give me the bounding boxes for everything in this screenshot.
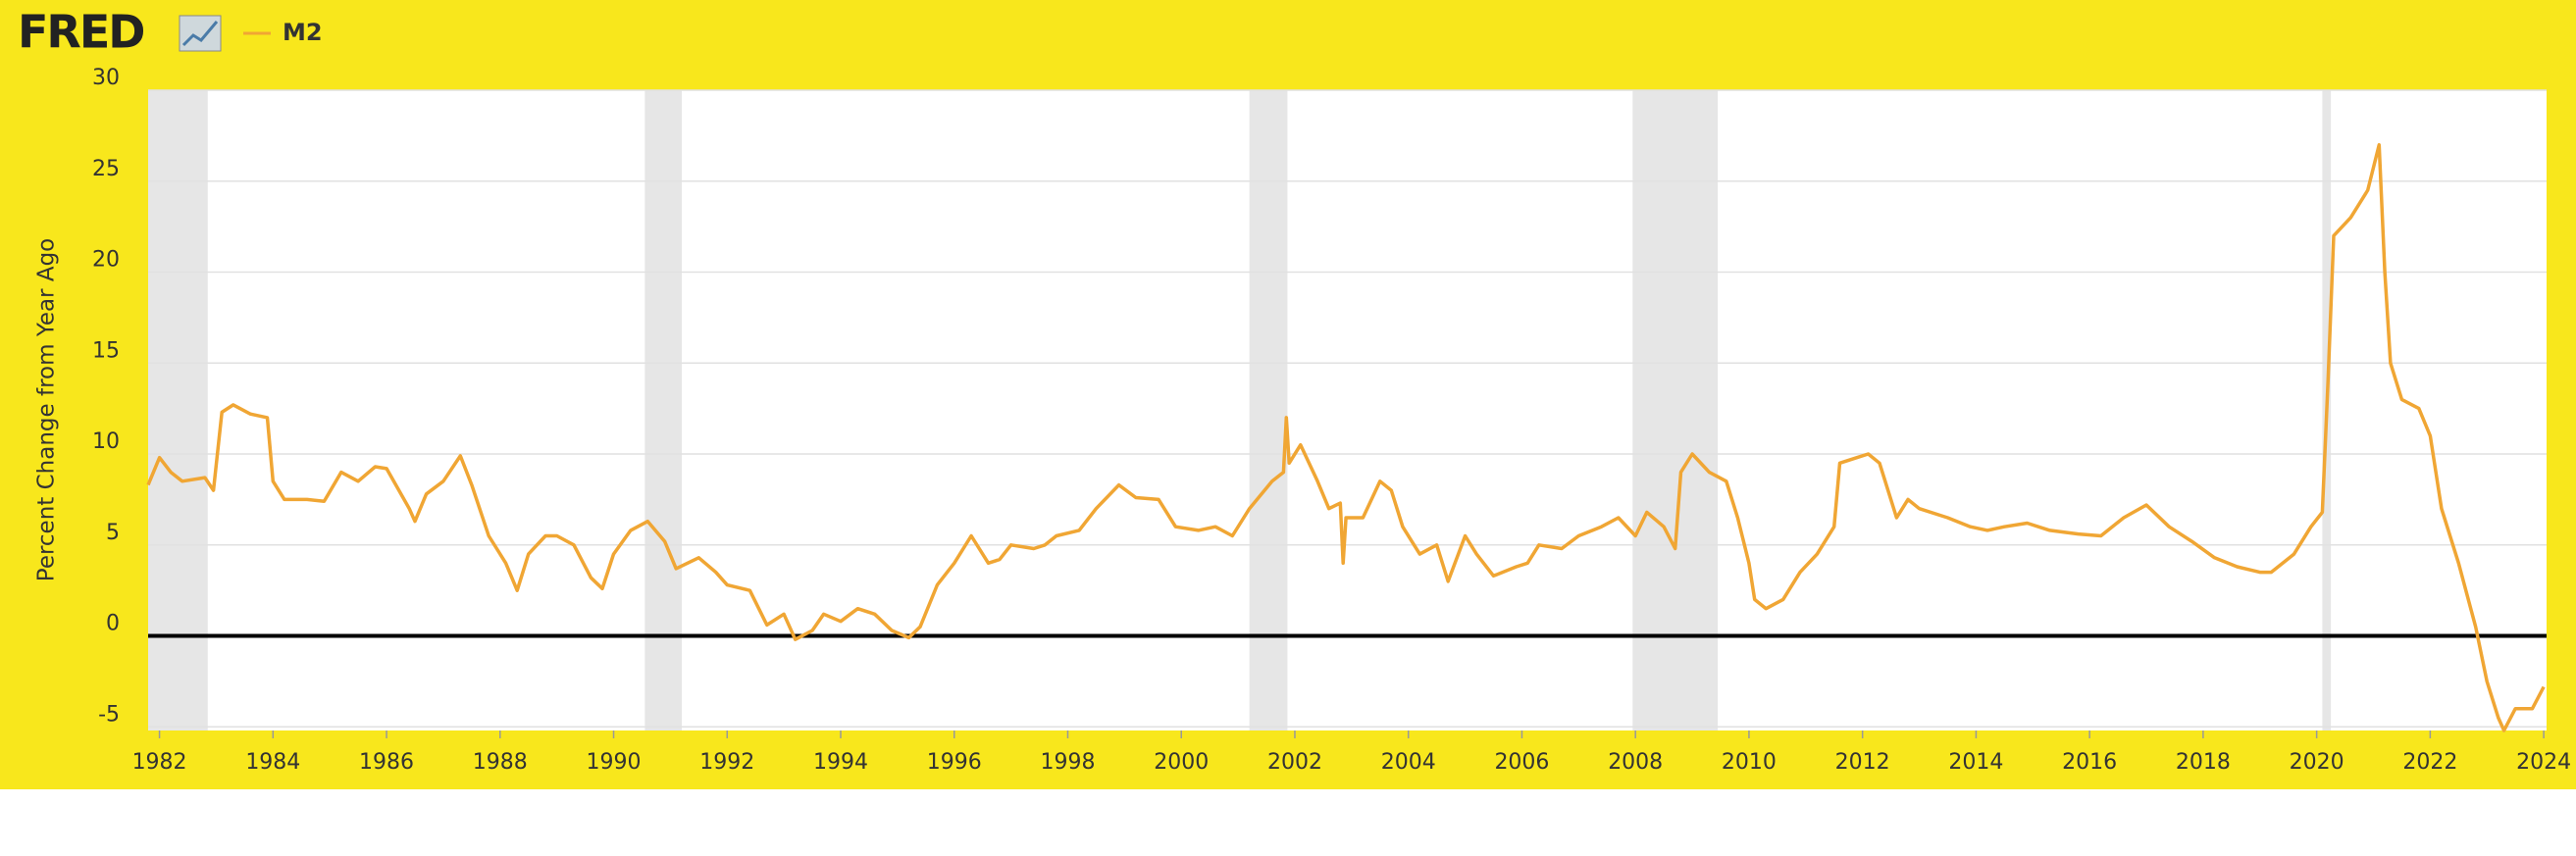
x-tick-label: 1998 [1040, 750, 1095, 775]
y-tick-label: 5 [106, 521, 120, 545]
x-tick-label: 2002 [1267, 750, 1322, 775]
plot-area [148, 90, 2547, 730]
x-tick-label: 2020 [2290, 750, 2344, 775]
x-tick-label: 2014 [1948, 750, 2003, 775]
x-tick-label: 2022 [2402, 750, 2457, 775]
x-tick-label: 1992 [699, 750, 754, 775]
x-tick-label: 2016 [2062, 750, 2117, 775]
y-tick-label: -5 [98, 702, 120, 727]
x-tick-label: 2010 [1722, 750, 1777, 775]
legend-label: M2 [283, 19, 323, 46]
x-tick-label: 2004 [1381, 750, 1436, 775]
x-tick-label: 2008 [1608, 750, 1663, 775]
y-tick-label: 30 [92, 66, 120, 90]
x-tick-label: 2012 [1835, 750, 1890, 775]
y-tick-label: 0 [106, 612, 120, 636]
x-tick-label: 1988 [473, 750, 528, 775]
recession-band [1249, 90, 1288, 730]
x-tick-label: 1996 [927, 750, 982, 775]
x-tick-label: 1986 [359, 750, 414, 775]
y-tick-label: 25 [92, 157, 120, 181]
x-tick-label: 1982 [132, 750, 187, 775]
x-tick-label: 1990 [587, 750, 642, 775]
y-tick-label: 15 [92, 338, 120, 363]
logo-icon [179, 15, 222, 52]
logo: FRED [18, 6, 143, 59]
y-tick-label: 20 [92, 248, 120, 273]
x-tick-label: 2006 [1494, 750, 1549, 775]
x-tick-label: 1984 [245, 750, 300, 775]
x-tick-label: 2024 [2516, 750, 2571, 775]
recession-band [644, 90, 682, 730]
series-line [146, 142, 2546, 732]
y-axis-label: Percent Change from Year Ago [34, 238, 60, 581]
x-tick-label: 1994 [813, 750, 868, 775]
x-tick-label: 2000 [1154, 750, 1209, 775]
recession-band [148, 90, 208, 730]
recession-band [1632, 90, 1719, 730]
y-tick-label: 10 [92, 429, 120, 454]
x-tick-label: 2018 [2176, 750, 2231, 775]
